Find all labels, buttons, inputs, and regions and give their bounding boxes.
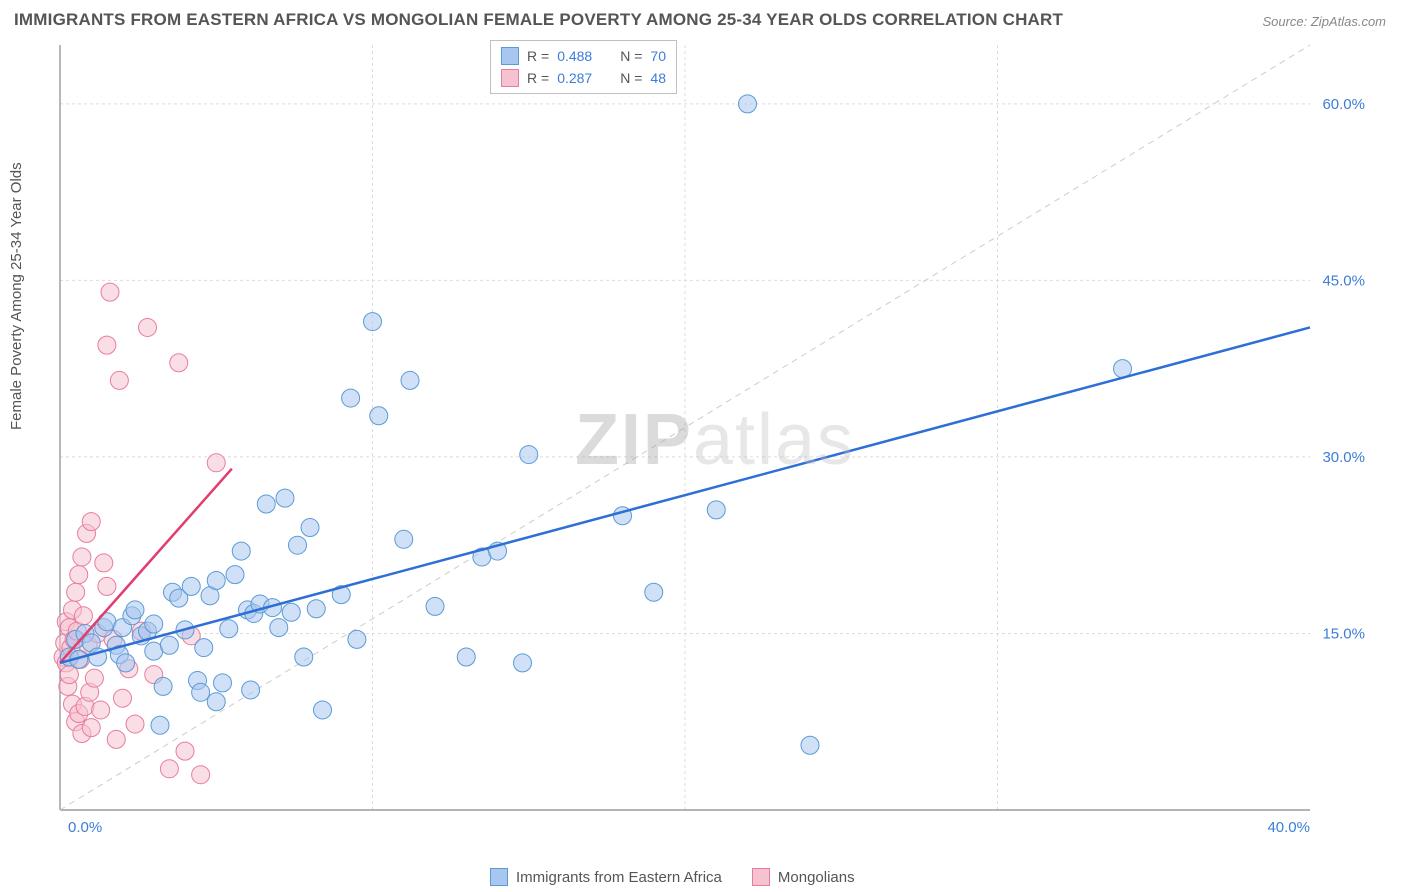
swatch-pink: [501, 69, 519, 87]
svg-text:40.0%: 40.0%: [1267, 819, 1310, 836]
legend-item-pink: Mongolians: [752, 868, 855, 886]
series-legend: Immigrants from Eastern Africa Mongolian…: [490, 868, 855, 886]
svg-text:15.0%: 15.0%: [1322, 625, 1365, 642]
chart-title: IMMIGRANTS FROM EASTERN AFRICA VS MONGOL…: [14, 10, 1063, 30]
chart-area: ZIPatlas 15.0%30.0%45.0%60.0%0.0%40.0%: [50, 40, 1380, 840]
svg-text:0.0%: 0.0%: [68, 819, 102, 836]
svg-text:45.0%: 45.0%: [1322, 272, 1365, 289]
legend-item-blue: Immigrants from Eastern Africa: [490, 868, 722, 886]
legend-row-pink: R = 0.287 N = 48: [501, 67, 666, 89]
svg-text:60.0%: 60.0%: [1322, 96, 1365, 113]
correlation-legend: R = 0.488 N = 70 R = 0.287 N = 48: [490, 40, 677, 94]
swatch-pink-icon: [752, 868, 770, 886]
legend-row-blue: R = 0.488 N = 70: [501, 45, 666, 67]
source-attribution: Source: ZipAtlas.com: [1262, 14, 1386, 29]
swatch-blue-icon: [490, 868, 508, 886]
svg-text:30.0%: 30.0%: [1322, 449, 1365, 466]
y-axis-label: Female Poverty Among 25-34 Year Olds: [8, 162, 25, 430]
swatch-blue: [501, 47, 519, 65]
scatter-plot: 15.0% 30.0% 45.0% 60.0% 0.0% 40.0%: [50, 40, 1380, 840]
